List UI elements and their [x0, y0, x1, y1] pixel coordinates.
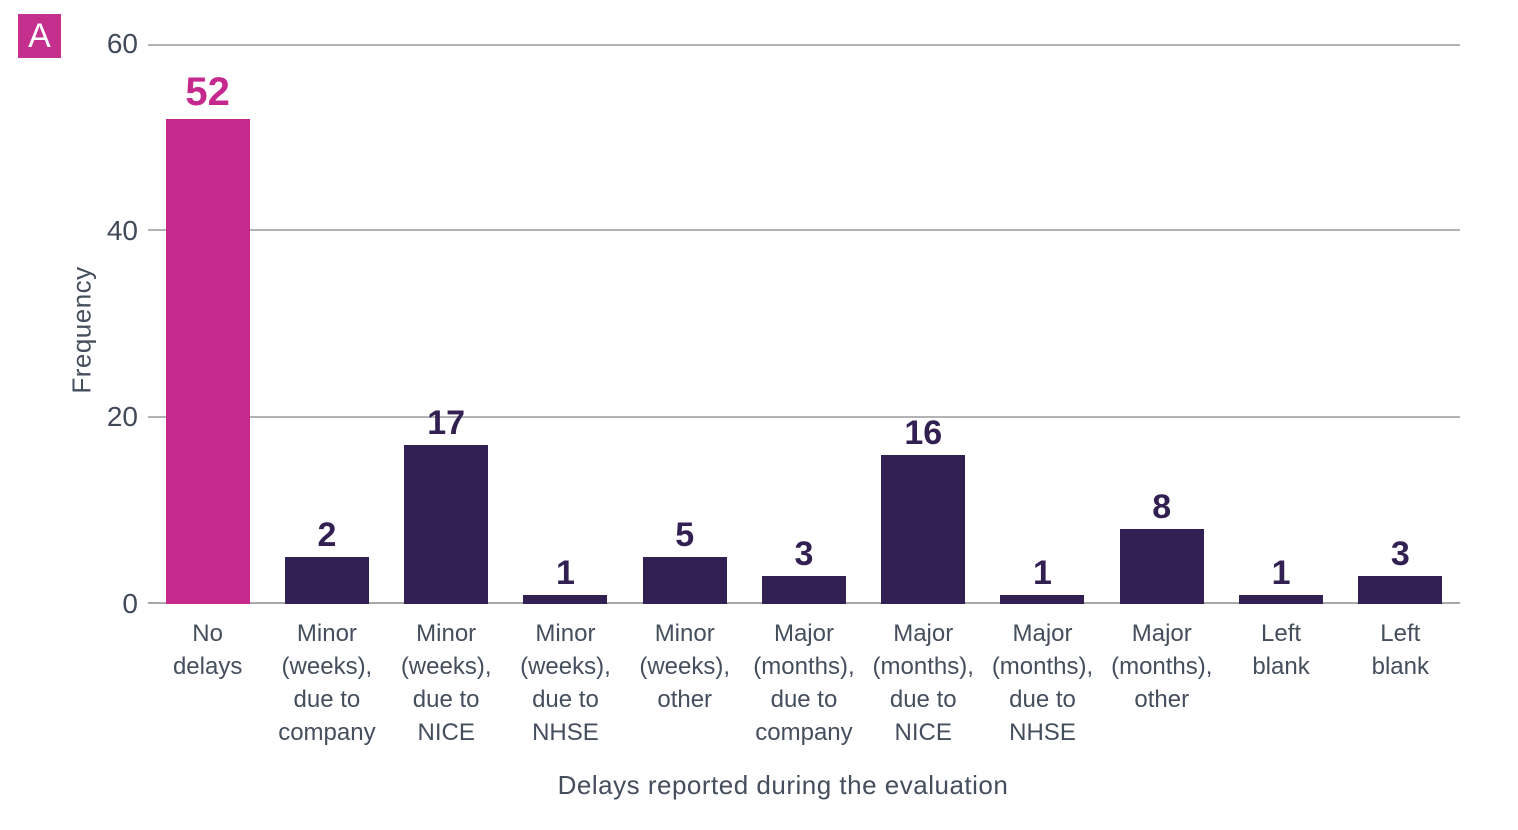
x-category-label: Minor (weeks), other — [639, 620, 731, 713]
bar-series: 52 2 17 1 5 3 — [148, 44, 1460, 604]
bar-value-label: 16 — [904, 413, 943, 452]
x-category-label: Minor (weeks), due to NICE — [400, 620, 492, 746]
bar — [165, 118, 250, 604]
gridline-20 — [148, 416, 1460, 418]
x-category-label: Minor (weeks), due to NHSE — [520, 620, 611, 746]
bar-column: 3 — [744, 44, 863, 604]
plot-area: 52 2 17 1 5 3 — [148, 44, 1460, 604]
y-axis-title: Frequency — [66, 266, 97, 394]
x-axis-title: Delays reported during the evaluation — [557, 770, 1009, 800]
bar-value-label: 3 — [1390, 535, 1410, 573]
gridline-40 — [148, 229, 1460, 231]
x-category-labels: No delays Minor (weeks), due to company … — [148, 617, 1460, 749]
bar-value-label: 5 — [675, 516, 695, 555]
bar-value-label: 52 — [185, 69, 230, 114]
bar-column: 5 — [625, 44, 744, 604]
y-tick-label-0: 0 — [122, 588, 138, 619]
bar-value-label: 1 — [555, 553, 575, 592]
bar — [1000, 594, 1085, 604]
bar-value-label: 2 — [317, 516, 337, 555]
x-category-label: Major (months), due to NHSE — [991, 620, 1094, 746]
bar-value-label: 1 — [1271, 553, 1291, 592]
bar-column: 2 — [267, 44, 386, 604]
bar-column: 1 — [1221, 44, 1340, 604]
bar-column: 17 — [387, 44, 506, 604]
bar-value-label: 8 — [1152, 488, 1172, 527]
bar — [761, 576, 846, 604]
bar — [284, 557, 369, 604]
gridline-60 — [148, 44, 1460, 46]
bar-column: 52 — [148, 44, 267, 604]
x-category-label: No delays — [172, 620, 243, 680]
bar-column: 16 — [864, 44, 983, 604]
y-tick-label-40: 40 — [106, 215, 138, 246]
bar — [523, 594, 608, 604]
y-tick-label-60: 60 — [106, 28, 138, 59]
x-category-label: Left blank — [1371, 620, 1429, 680]
x-category-label: Major (months), due to NICE — [872, 620, 974, 746]
y-tick-label-20: 20 — [106, 401, 138, 432]
panel-label-badge: A — [18, 14, 61, 58]
bar — [1358, 576, 1443, 604]
bar-column: 8 — [1102, 44, 1221, 604]
bar-column: 1 — [506, 44, 625, 604]
x-category-label: Left blank — [1252, 620, 1310, 680]
bar — [1119, 529, 1204, 604]
bar-value-label: 1 — [1033, 553, 1052, 592]
bar — [642, 557, 727, 604]
x-category-label: Major (months), due to company — [753, 620, 855, 746]
bar — [404, 445, 489, 604]
bar — [1239, 594, 1324, 604]
bar-value-label: 3 — [794, 535, 814, 573]
bar-value-label: 17 — [427, 404, 466, 443]
x-category-label: Minor (weeks), due to company — [278, 620, 376, 746]
bar-column: 3 — [1341, 44, 1460, 604]
x-category-label: Major (months), other — [1111, 620, 1213, 713]
bar-column: 1 — [983, 44, 1102, 604]
bar — [881, 454, 966, 604]
